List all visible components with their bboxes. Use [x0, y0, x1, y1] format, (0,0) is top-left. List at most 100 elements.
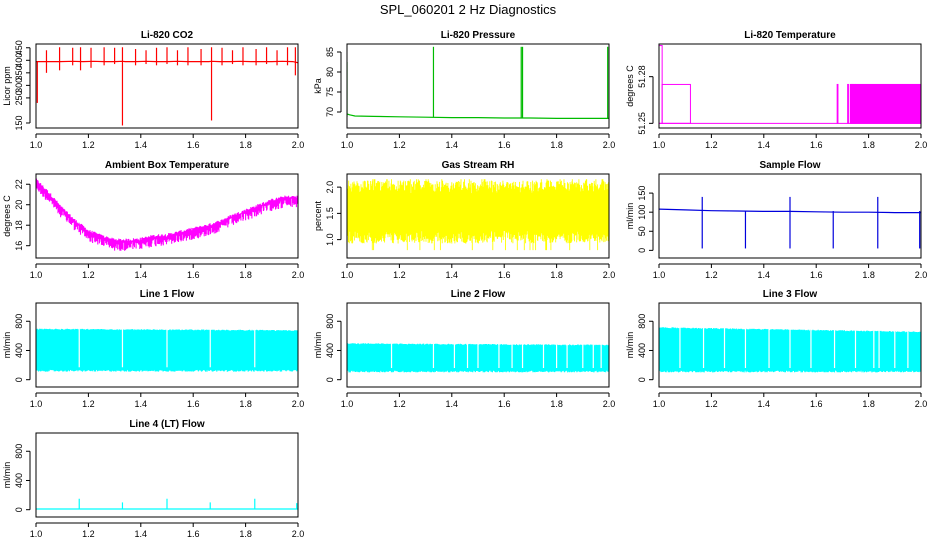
x-tick-label: 1.6: [187, 140, 200, 150]
y-tick-label: 0: [14, 377, 24, 382]
x-tick-label: 1.6: [810, 399, 823, 409]
plot-frame: [346, 302, 610, 388]
plot-area: [36, 47, 298, 126]
x-tick-label: 1.8: [550, 399, 563, 409]
x-tick-label: 1.4: [135, 399, 148, 409]
panel-title: Ambient Box Temperature: [105, 160, 230, 171]
y-tick-label: 20: [14, 200, 24, 210]
y-tick-label: 22: [14, 179, 24, 189]
y-tick-label: 800: [14, 444, 24, 459]
x-tick-label: 2.0: [292, 140, 305, 150]
y-tick-label: 150: [637, 186, 647, 201]
temp-step: [836, 83, 839, 124]
pressure-series: [347, 113, 609, 119]
y-axis-label: percent: [313, 200, 323, 231]
y-tick-label: 100: [637, 205, 647, 220]
x-tick-label: 1.0: [653, 140, 666, 150]
line1-series: [36, 328, 298, 372]
y-tick-label: 70: [325, 107, 335, 117]
y-tick-label: 51.25: [637, 112, 647, 135]
rh-series: [347, 179, 609, 251]
y-tick-label: 300: [14, 78, 24, 93]
temp-step: [852, 83, 855, 124]
y-tick-label: 18: [14, 220, 24, 230]
x-tick-label: 1.6: [810, 270, 823, 280]
panel-line1: Line 1 Flow 1.0 1.2 1.4 1.6 1.8 2.0 0 400 800ml/m…: [2, 289, 304, 409]
x-tick-label: 1.8: [862, 140, 875, 150]
temp-step: [847, 83, 849, 124]
plot-area: [36, 498, 298, 510]
x-tick-label: 2.0: [603, 399, 616, 409]
y-axis-label: Licor ppm: [2, 66, 12, 106]
temp-step: [853, 83, 856, 124]
y-tick-label: 350: [14, 65, 24, 80]
x-tick-label: 1.6: [498, 270, 511, 280]
panel-sample-flow: Sample Flow 1.0 1.2 1.4 1.6 1.8 2.0 0 50 100 150ml…: [625, 160, 927, 280]
x-tick-label: 1.6: [187, 529, 200, 539]
x-tick-label: 1.0: [653, 270, 666, 280]
y-axis-label: ml/min: [313, 332, 323, 359]
y-axis-label: ml/min: [625, 332, 635, 359]
x-tick-label: 2.0: [292, 270, 305, 280]
panel-title: Line 1 Flow: [140, 289, 195, 300]
y-tick-label: 400: [325, 343, 335, 358]
x-tick-label: 1.2: [82, 399, 95, 409]
panel-title: Line 4 (LT) Flow: [129, 419, 205, 430]
panel-box-temp: Ambient Box Temperature 1.0 1.2 1.4 1.6 1.8 2.…: [2, 160, 304, 280]
panel-title: Line 2 Flow: [451, 289, 506, 300]
plot-frame: [346, 43, 610, 129]
x-tick-label: 2.0: [915, 270, 928, 280]
y-tick-label: 75: [325, 87, 335, 97]
panel-title: Line 3 Flow: [763, 289, 818, 300]
panel-rh: Gas Stream RH 1.0 1.2 1.4 1.6 1.8 2.0 1.0 1.5 2.0…: [313, 160, 615, 280]
panel-co2: Li-820 CO2 1.0 1.2 1.4 1.6 1.8 2.0 150 250300350…: [2, 30, 304, 150]
x-tick-label: 1.0: [341, 270, 354, 280]
y-tick-label: 400: [637, 343, 647, 358]
y-tick-label: 0: [325, 377, 335, 382]
panel-licor-temp: Li-820 Temperature 1.0 1.2 1.4 1.6 1.8 2.0 51.2…: [625, 30, 927, 150]
x-tick-label: 1.2: [82, 270, 95, 280]
y-tick-label: 1.5: [325, 207, 335, 220]
y-tick-label: 0: [637, 248, 647, 253]
plot-frame: [658, 43, 922, 129]
figure-title: SPL_060201 2 Hz Diagnostics: [380, 2, 557, 17]
x-tick-label: 1.0: [30, 399, 43, 409]
x-tick-label: 1.6: [187, 270, 200, 280]
plot-area: [36, 327, 298, 372]
plot-frame: [35, 432, 299, 518]
panel-title: Li-820 Pressure: [441, 30, 516, 41]
line2-series: [347, 343, 609, 373]
x-tick-label: 1.0: [341, 140, 354, 150]
x-tick-label: 1.2: [393, 140, 406, 150]
panel-title: Sample Flow: [759, 160, 820, 171]
line3-series: [659, 327, 921, 373]
x-tick-label: 2.0: [915, 399, 928, 409]
x-tick-label: 2.0: [915, 140, 928, 150]
y-tick-label: 800: [14, 314, 24, 329]
x-tick-label: 2.0: [292, 529, 305, 539]
x-tick-label: 1.0: [341, 399, 354, 409]
y-tick-label: 250: [14, 90, 24, 105]
x-tick-label: 2.0: [603, 270, 616, 280]
y-axis-label: ml/min: [2, 462, 12, 489]
x-tick-label: 2.0: [292, 399, 305, 409]
x-tick-label: 1.8: [550, 140, 563, 150]
x-tick-label: 1.8: [862, 399, 875, 409]
x-tick-label: 1.2: [705, 270, 718, 280]
x-tick-label: 1.2: [82, 140, 95, 150]
x-tick-label: 1.4: [135, 140, 148, 150]
plot-frame: [35, 43, 299, 129]
y-axis-label: ml/min: [2, 332, 12, 359]
x-tick-label: 1.2: [82, 529, 95, 539]
y-tick-label: 800: [637, 314, 647, 329]
y-tick-label: 80: [325, 67, 335, 77]
x-tick-label: 1.4: [758, 140, 771, 150]
panel-title: Li-820 CO2: [141, 30, 194, 41]
temp-step: [851, 83, 853, 124]
x-tick-label: 1.4: [758, 270, 771, 280]
x-tick-label: 1.8: [862, 270, 875, 280]
x-tick-label: 1.2: [393, 399, 406, 409]
y-tick-label: 1.0: [325, 233, 335, 246]
x-tick-label: 1.4: [446, 399, 459, 409]
